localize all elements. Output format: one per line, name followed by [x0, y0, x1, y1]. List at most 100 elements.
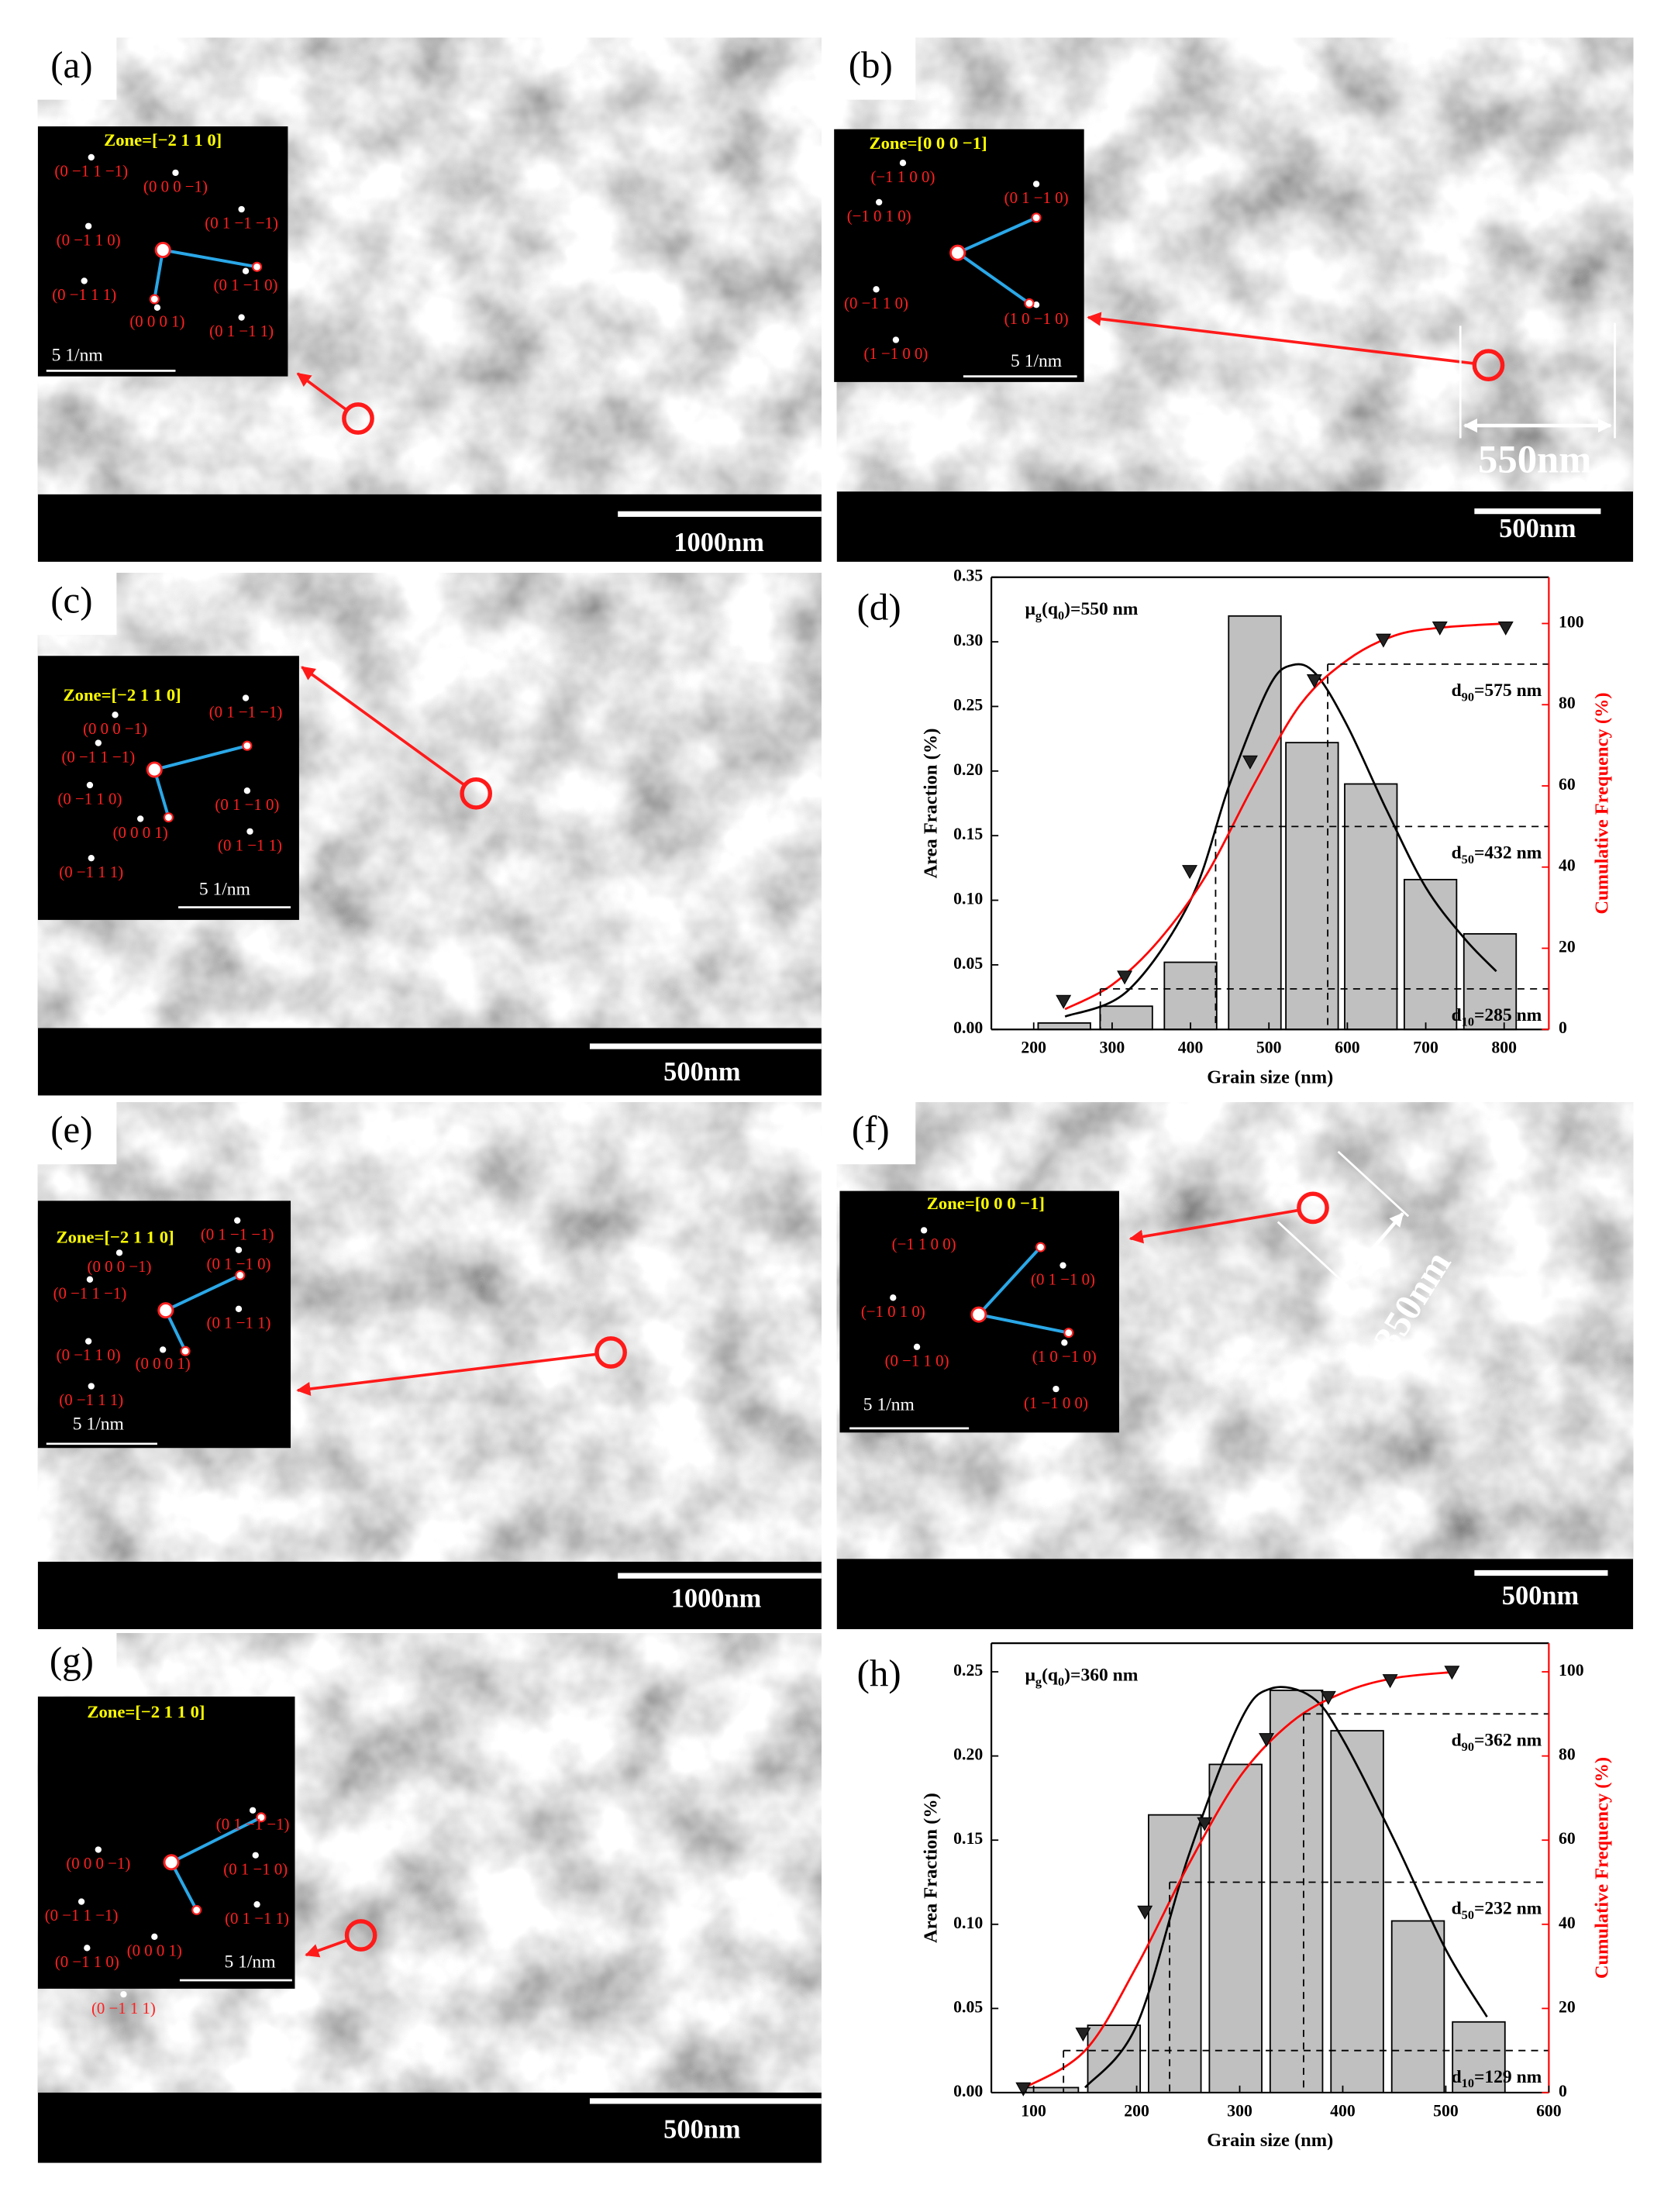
marker	[1497, 621, 1514, 636]
fit-curve	[1064, 663, 1497, 1018]
panel-letter-box	[834, 1099, 916, 1165]
y-tick-label: 0.15	[953, 1829, 983, 1848]
micrograph-panel: (e) Zone=[−2 1 1 0] (0 1 −1 −1) (0 0 0 −1) (…	[35, 1099, 822, 1629]
zone-vector	[978, 1313, 1070, 1335]
y2-tick-label: 40	[1559, 1914, 1576, 1932]
x-tick-label: 400	[1178, 1039, 1204, 1057]
spot-index: (0 1 −1 −1)	[209, 702, 283, 721]
spot-index: (0 1 −1 0)	[215, 795, 279, 814]
zone-axis-label: Zone=[−2 1 1 0]	[57, 1227, 174, 1246]
panel-letter-box	[35, 1099, 117, 1165]
pointer-arrow	[1087, 312, 1473, 365]
diffraction-spot	[899, 160, 907, 167]
x-tick-label: 800	[1491, 1039, 1517, 1057]
spot-index: (0 −1 1 −1)	[45, 1906, 119, 1924]
panel-letter: (d)	[857, 585, 901, 628]
annotation: d10=129 nm	[1452, 2067, 1542, 2090]
zone-vector	[956, 251, 1031, 305]
subscript: 90	[1462, 689, 1474, 704]
x-tick-label: 200	[1124, 2101, 1149, 2120]
annotation-part: μ	[1025, 1666, 1036, 1686]
micrograph-panel: (a) Zone=[−2 1 1 0] (0 −1 1 −1) (0 0 0 −1) (…	[35, 35, 822, 562]
zone-vector	[170, 1861, 198, 1911]
annotation: μg(q0)=550 nm	[1025, 600, 1139, 623]
spot-index: (0 1 −1 −1)	[201, 1225, 274, 1243]
diffraction-spot	[88, 1383, 95, 1390]
panel-letter: (a)	[50, 43, 92, 86]
diffraction-spot	[246, 828, 253, 835]
diffraction-spot	[86, 781, 94, 789]
x-tick-label: 100	[1021, 2101, 1046, 2120]
transmitted-beam	[163, 1854, 180, 1871]
annotation-part: d	[1452, 1899, 1462, 1919]
annotation-part: (q	[1042, 600, 1058, 620]
bar	[1208, 1763, 1263, 2093]
pointer-arrow	[296, 372, 347, 411]
marker	[1320, 1690, 1336, 1705]
diffraction-spot	[172, 169, 179, 177]
annotation: d90=362 nm	[1452, 1731, 1542, 1754]
subscript: 0	[1058, 1674, 1064, 1689]
scale-bar-label: 500nm	[1502, 1581, 1580, 1611]
bar	[1269, 1690, 1324, 2093]
measure-edge	[1337, 1150, 1410, 1218]
zone-axis-label: Zone=[−2 1 1 0]	[104, 130, 222, 150]
y2-tick-label: 60	[1559, 1829, 1576, 1848]
panel-letter: (f)	[852, 1108, 890, 1151]
spot-index: (0 0 0 1)	[136, 1354, 191, 1373]
spot-ring	[252, 261, 263, 272]
diffraction-spot	[84, 1338, 92, 1345]
annotation: d90=575 nm	[1452, 680, 1542, 704]
spot-ring	[191, 1904, 202, 1915]
diffraction-spot	[153, 304, 161, 312]
x-tick-label: 300	[1100, 1039, 1125, 1057]
zone-axis-label: Zone=[−2 1 1 0]	[64, 685, 181, 705]
panel-letter-box	[834, 35, 916, 100]
y2-tick-label: 80	[1559, 1745, 1576, 1764]
spot-index: (0 0 0 −1)	[143, 177, 208, 196]
diffraction-spot	[88, 153, 95, 161]
y2-tick-label: 80	[1559, 694, 1576, 712]
pointer-arrow	[301, 666, 465, 786]
micrograph-panel: (g) Zone=[−2 1 1 0] (0 1 −1 −1) (0 0 0 −1) (…	[35, 1630, 822, 2163]
spot-index: (0 −1 1 −1)	[61, 747, 135, 766]
diffraction-spot	[88, 855, 95, 862]
y2-tick-label: 100	[1559, 612, 1584, 631]
spot-ring	[1031, 212, 1042, 223]
diffraction-spot	[95, 739, 102, 746]
x-tick-label: 600	[1536, 2101, 1562, 2120]
marker	[1382, 1674, 1398, 1689]
panel-letter-box	[35, 570, 117, 636]
transmitted-beam	[146, 761, 163, 778]
spot-index: (1 −1 0 0)	[1024, 1394, 1088, 1412]
panel-letter-box	[35, 1630, 117, 1696]
y2-axis-title: Cumulative Frequency (%)	[1592, 692, 1613, 914]
spot-index: (0 1 −1 0)	[207, 1254, 271, 1273]
zone-vector	[171, 1816, 262, 1864]
spot-index: (0 1 −1 0)	[1004, 188, 1069, 207]
diffraction-spot	[86, 1276, 94, 1283]
selected-grain	[1297, 1191, 1329, 1225]
annotation-part: )=360 nm	[1064, 1666, 1139, 1686]
y2-tick-label: 0	[1559, 2082, 1567, 2100]
marker	[1444, 1666, 1460, 1680]
diffraction-spot	[252, 1852, 259, 1859]
annotation-part: (q	[1042, 1666, 1058, 1686]
selected-grain	[1472, 349, 1505, 381]
annotation-part: μ	[1025, 600, 1036, 620]
saed-inset	[37, 656, 299, 920]
bar	[1463, 932, 1518, 1031]
diffraction-spot	[84, 1945, 91, 1952]
fit-curve	[1064, 622, 1504, 1011]
fit-curve	[1084, 1686, 1488, 2089]
y-tick-label: 0.05	[953, 1997, 983, 2016]
bar	[1148, 1814, 1202, 2093]
subscript: 90	[1462, 1739, 1474, 1754]
spot-ring	[163, 812, 174, 823]
annotation-part: =362 nm	[1474, 1731, 1542, 1751]
spot-index: (0 1 −1 0)	[214, 275, 278, 294]
y-tick-label: 0.20	[953, 1745, 983, 1764]
marker	[1056, 994, 1072, 1009]
micrograph-panel: (f) Zone=[0 0 0 −1] (−1 1 0 0) (0 1 −1 0) (−…	[834, 1099, 1634, 1629]
zone-vector	[956, 216, 1037, 254]
